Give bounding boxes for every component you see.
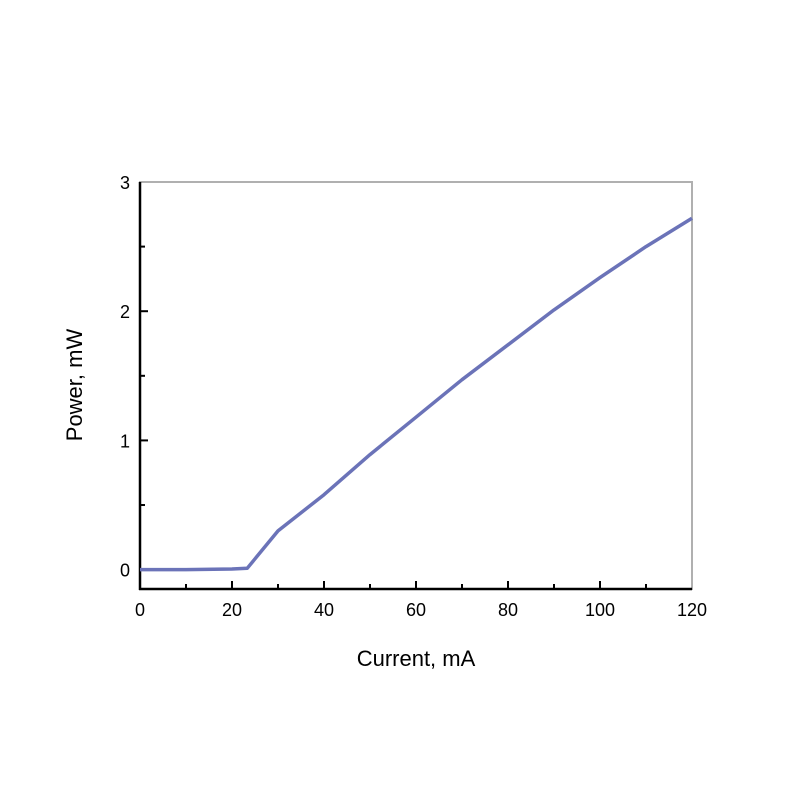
x-tick-label: 20 <box>222 600 242 620</box>
x-axis-label: Current, mA <box>357 646 476 671</box>
y-tick-label: 2 <box>120 302 130 322</box>
y-tick-label: 0 <box>120 561 130 581</box>
y-tick-label: 3 <box>120 173 130 193</box>
x-tick-label: 100 <box>585 600 615 620</box>
x-tick-label: 60 <box>406 600 426 620</box>
x-tick-label: 40 <box>314 600 334 620</box>
x-tick-label: 0 <box>135 600 145 620</box>
y-tick-label: 1 <box>120 431 130 451</box>
x-tick-label: 120 <box>677 600 707 620</box>
x-tick-label: 80 <box>498 600 518 620</box>
y-axis-label: Power, mW <box>62 329 87 442</box>
series-line <box>140 216 693 572</box>
plot-frame-top-right <box>139 181 693 590</box>
